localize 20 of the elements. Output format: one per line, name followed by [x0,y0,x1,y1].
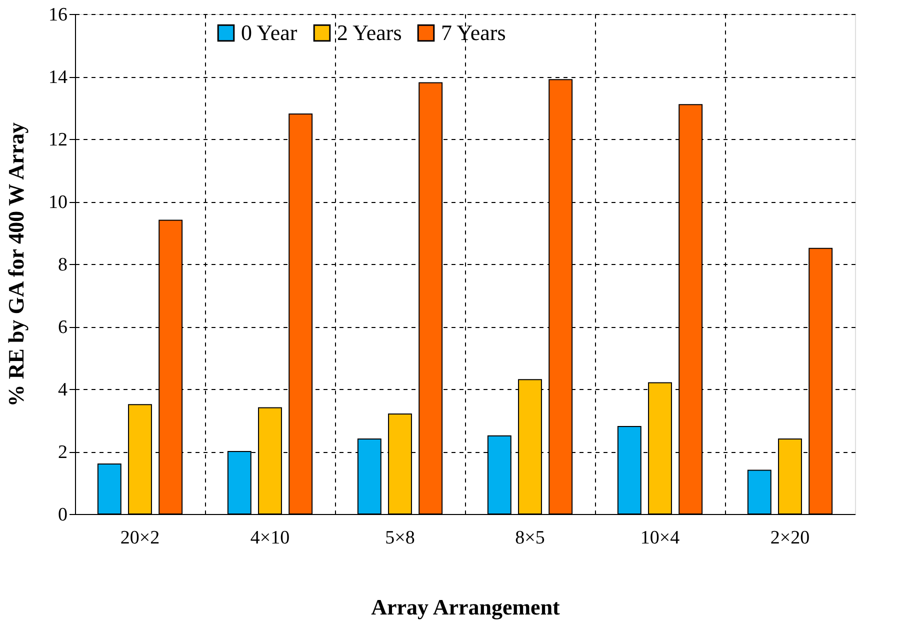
x-tick-label: 20×2 [120,528,160,548]
x-tick-label: 4×10 [250,528,290,548]
x-tick-label: 2×20 [770,528,810,548]
y-tick-label: 4 [58,380,68,400]
y-tick-label: 14 [48,67,68,88]
legend-label: 7 Years [441,20,506,45]
x-tick-label: 10×4 [640,528,680,548]
y-tick-label: 12 [48,130,68,150]
legend-label: 2 Years [337,20,402,45]
x-axis-title: Array Arrangement [371,594,561,620]
x-tick-label: 5×8 [385,528,415,548]
y-tick-label: 0 [58,504,68,526]
legend-label: 0 Year [241,20,298,45]
y-tick-label: 10 [48,192,68,213]
x-tick-label: 8×5 [515,528,545,548]
y-tick-label: 2 [58,442,68,463]
y-axis-title: % RE by GA for 400 W Array [4,122,28,407]
y-tick-label: 16 [48,4,68,26]
y-tick-label: 6 [58,317,68,338]
y-tick-label: 8 [58,254,68,276]
